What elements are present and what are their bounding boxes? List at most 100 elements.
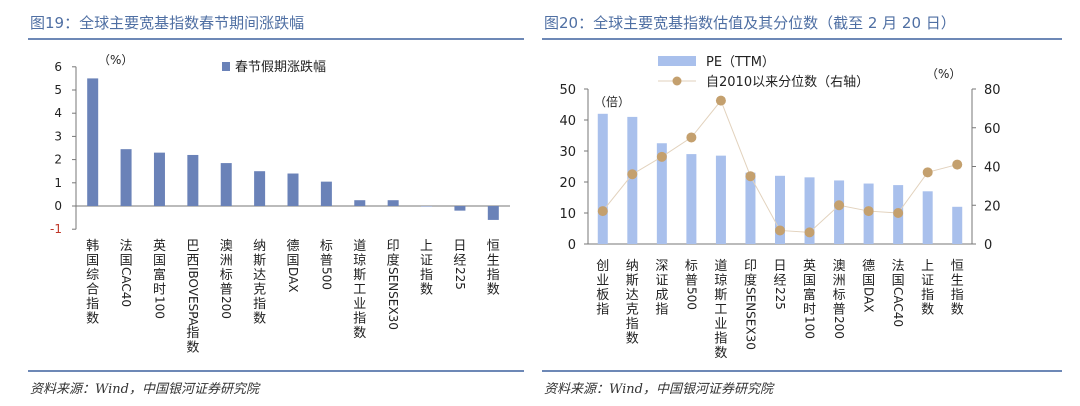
svg-text:指: 指 [487, 268, 500, 283]
svg-text:225: 225 [453, 267, 467, 290]
bar [686, 154, 697, 244]
svg-text:标: 标 [685, 259, 698, 274]
percentile-point [863, 206, 874, 217]
svg-text:韩: 韩 [86, 239, 99, 254]
svg-text:法: 法 [120, 239, 133, 254]
svg-text:业: 业 [714, 317, 727, 332]
svg-text:国: 国 [862, 274, 875, 289]
svg-text:时: 时 [153, 283, 166, 298]
footer-rule [28, 370, 524, 372]
svg-text:克: 克 [626, 303, 639, 318]
right-panel: 图20：全球主要宽基指数估值及其分位数（截至 2 月 20 日） 50 40 30 2… [540, 0, 1080, 406]
svg-text:洲: 洲 [833, 274, 846, 289]
svg-text:法: 法 [892, 259, 905, 274]
svg-text:指: 指 [596, 303, 609, 318]
percentile-point [597, 206, 608, 217]
percentile-point [922, 167, 933, 178]
svg-text:国: 国 [286, 254, 299, 269]
svg-text:斯: 斯 [353, 268, 366, 283]
y-tick-label-right: 20 [984, 199, 1001, 214]
svg-text:标: 标 [320, 239, 333, 254]
svg-text:标: 标 [833, 288, 846, 303]
figure-20-title: 图20：全球主要宽基指数估值及其分位数（截至 2 月 20 日） [544, 14, 956, 32]
svg-text:指: 指 [655, 303, 668, 318]
svg-text:国: 国 [153, 254, 166, 269]
y-tick-label-left: 50 [559, 83, 576, 98]
bar [421, 206, 433, 207]
svg-text:西: 西 [186, 254, 199, 269]
legend-swatch-dot [672, 76, 682, 86]
bar [287, 173, 299, 206]
svg-text:100: 100 [803, 316, 817, 339]
svg-text:数: 数 [951, 303, 964, 318]
svg-text:恒: 恒 [951, 259, 964, 274]
chart-spring-festival-returns: 6543210-1（%）韩国综合指数法国CAC40英国富时100巴西IBOVES… [50, 53, 510, 356]
svg-text:富: 富 [803, 287, 816, 303]
bar [597, 113, 608, 244]
legend-label: 春节假期涨跌幅 [235, 59, 326, 75]
svg-text:度: 度 [387, 253, 400, 269]
svg-text:英: 英 [153, 239, 166, 254]
svg-text:富: 富 [153, 267, 166, 283]
svg-text:业: 业 [353, 297, 366, 312]
svg-text:洲: 洲 [220, 254, 233, 269]
svg-text:CAC40: CAC40 [891, 287, 905, 327]
svg-text:普: 普 [320, 254, 333, 269]
svg-text:数: 数 [253, 312, 266, 327]
svg-text:指: 指 [253, 297, 266, 312]
svg-text:数: 数 [487, 283, 500, 298]
svg-text:纳: 纳 [626, 259, 639, 274]
svg-text:200: 200 [832, 316, 846, 339]
svg-text:CAC40: CAC40 [119, 267, 133, 307]
svg-text:达: 达 [253, 268, 266, 283]
svg-text:创: 创 [596, 259, 609, 274]
bar [254, 171, 266, 206]
bar [387, 200, 399, 206]
percentile-point [893, 208, 904, 218]
svg-text:国: 国 [803, 274, 816, 289]
svg-text:DAX: DAX [286, 267, 300, 292]
figure-19-title: 图19：全球主要宽基指数春节期间涨跌幅 [30, 14, 305, 32]
svg-text:国: 国 [120, 254, 133, 269]
svg-text:德: 德 [286, 239, 299, 254]
svg-text:纳: 纳 [253, 239, 266, 254]
svg-text:国: 国 [86, 254, 99, 269]
svg-text:深: 深 [655, 259, 668, 274]
svg-text:度: 度 [744, 273, 757, 289]
y-tick-label: 4 [54, 106, 62, 120]
legend-label-bar: PE（TTM） [706, 55, 775, 70]
y-tick-label-left: 0 [568, 238, 576, 253]
bar [834, 180, 845, 244]
y-unit-left: （倍） [594, 94, 630, 109]
svg-text:道: 道 [714, 259, 727, 274]
y-tick-label-right: 60 [984, 122, 1001, 137]
svg-text:数: 数 [186, 341, 199, 356]
legend-label-dot: 自2010以来分位数（右轴） [706, 75, 869, 90]
svg-text:琼: 琼 [714, 274, 727, 289]
bar [952, 206, 963, 244]
svg-text:证: 证 [420, 254, 433, 269]
percentile-point [745, 171, 756, 182]
svg-text:普: 普 [685, 274, 698, 289]
svg-text:上: 上 [921, 259, 934, 274]
percentile-point [952, 159, 963, 170]
svg-text:斯: 斯 [714, 288, 727, 303]
svg-text:巴: 巴 [186, 239, 199, 254]
svg-text:生: 生 [951, 274, 964, 289]
svg-text:综: 综 [86, 268, 99, 283]
svg-text:工: 工 [353, 283, 366, 298]
bar [354, 200, 366, 206]
percentile-point [834, 200, 845, 211]
bar [715, 155, 726, 244]
svg-text:225: 225 [773, 287, 787, 310]
